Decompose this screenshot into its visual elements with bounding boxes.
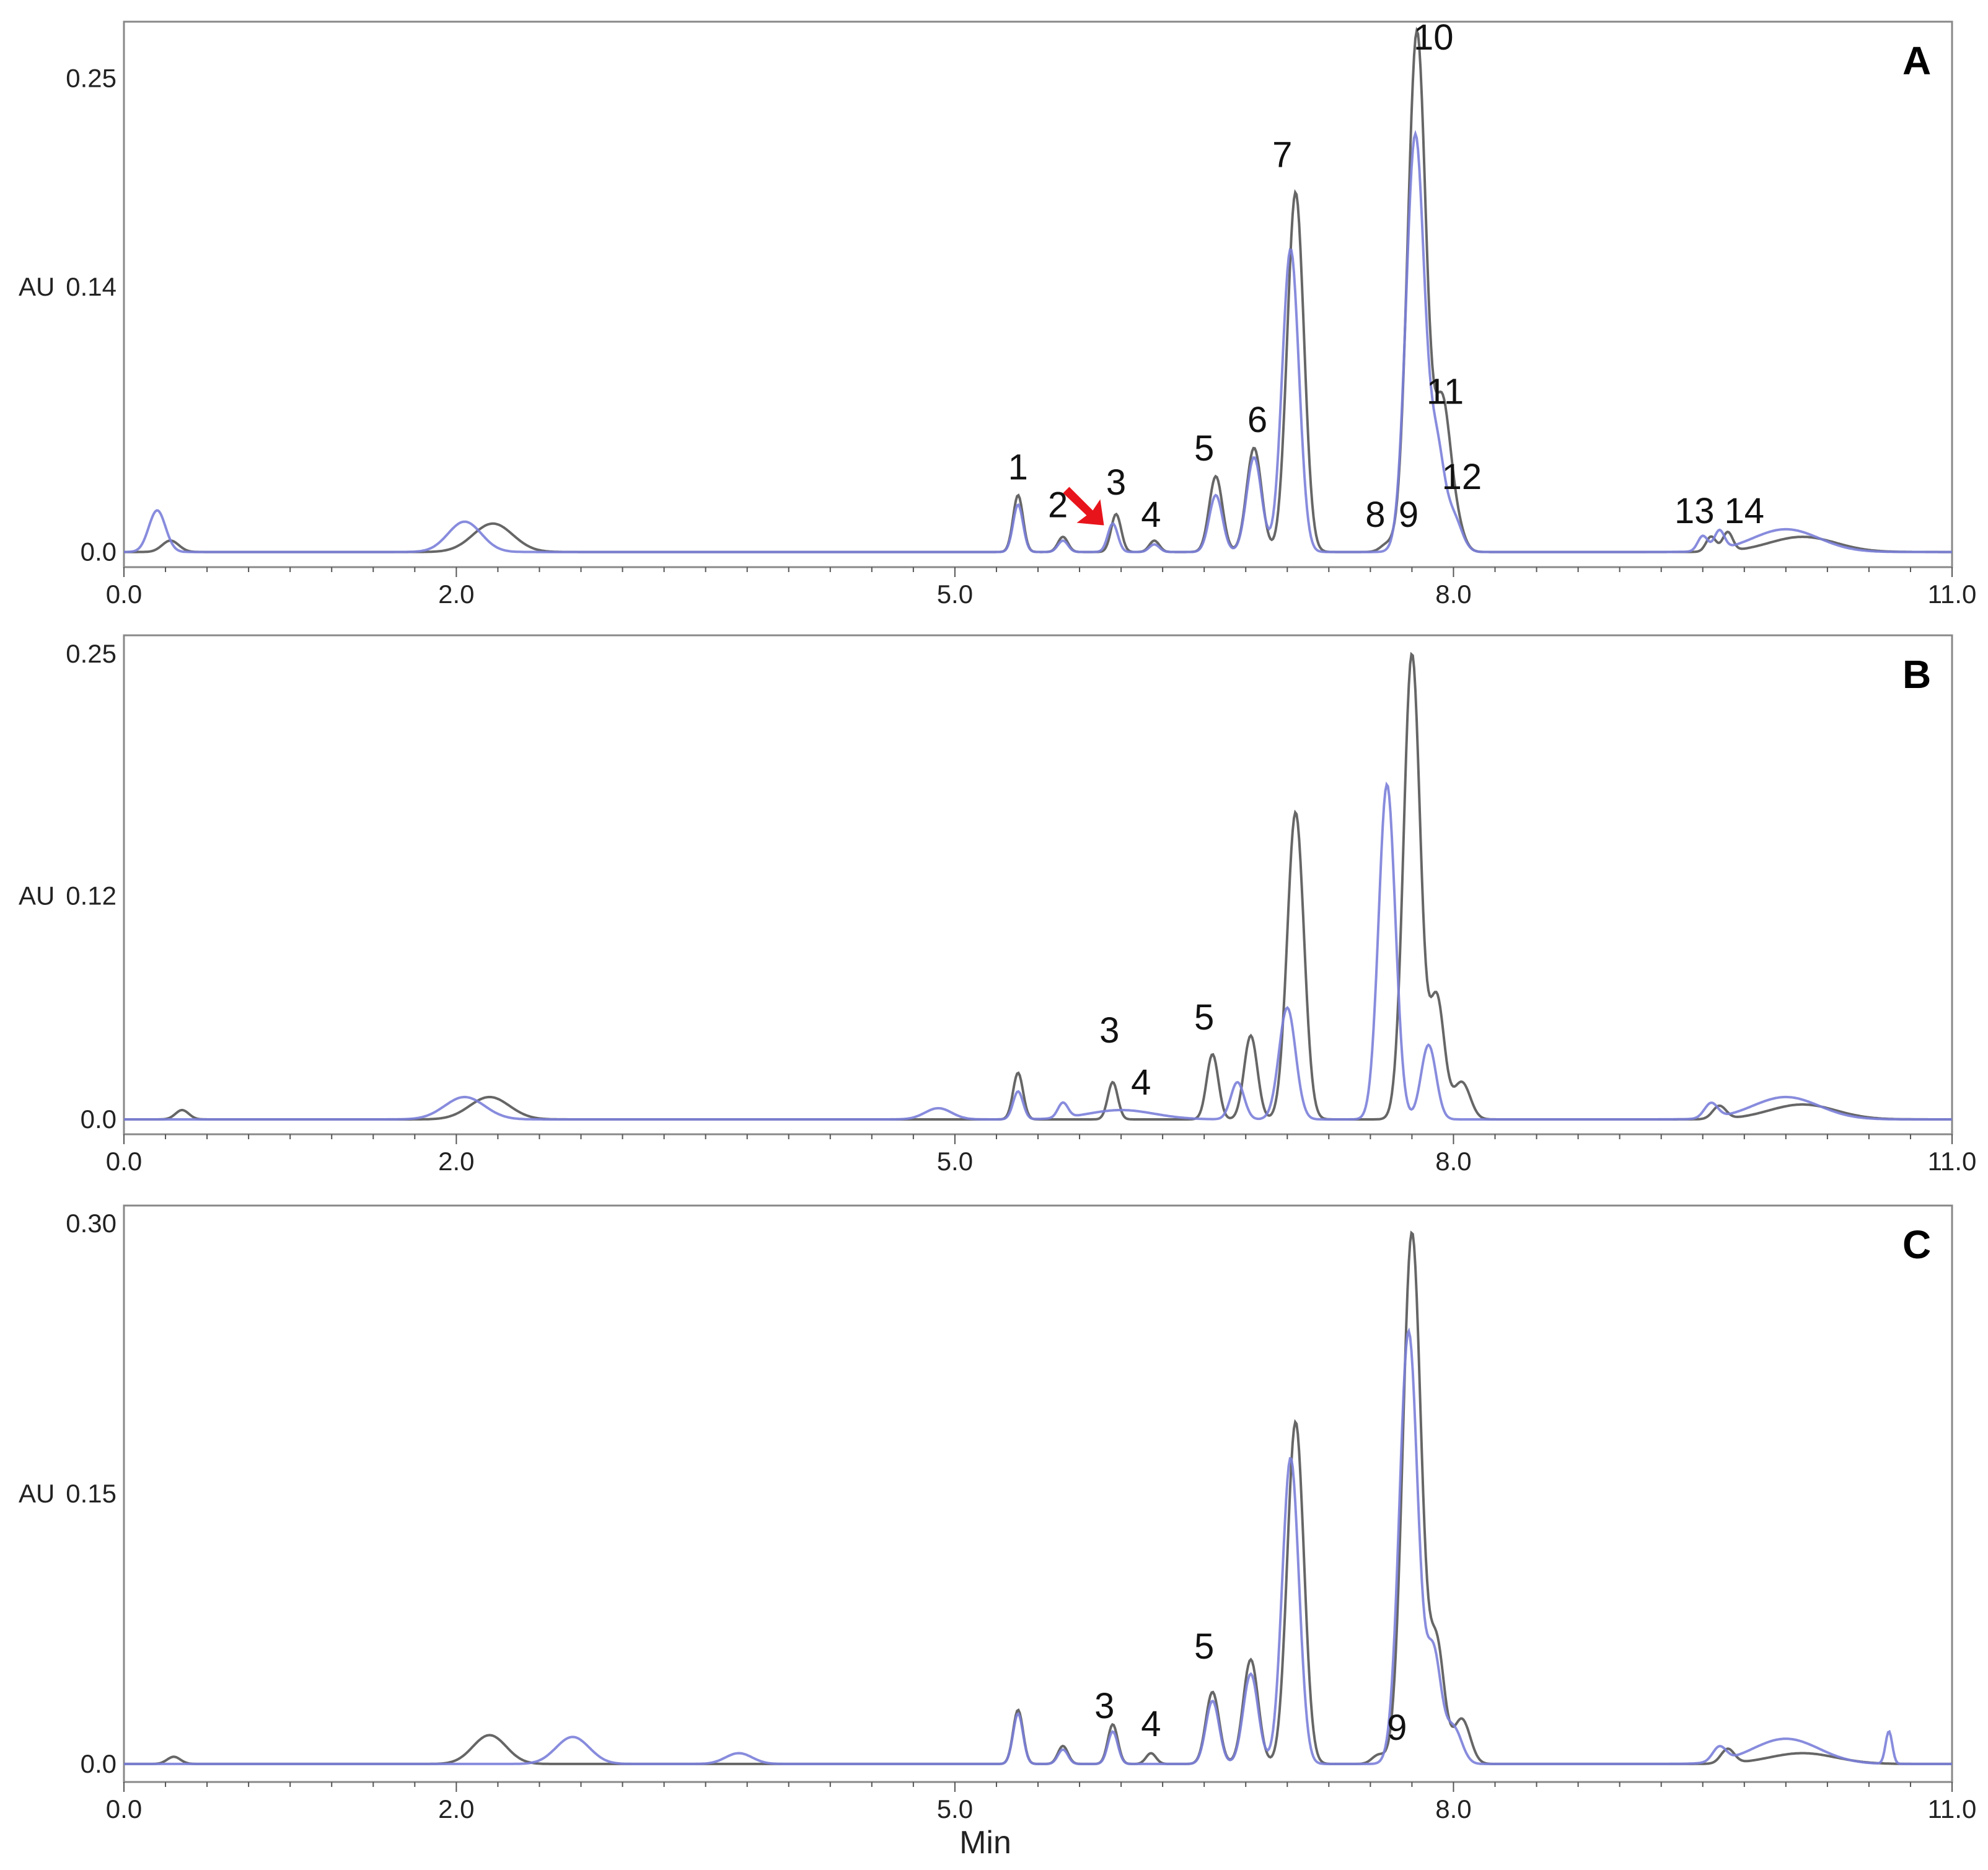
peak-label: 3 <box>1099 1010 1119 1051</box>
plot-frame <box>123 634 1953 1136</box>
y-tick-label: 0.0 <box>81 537 117 567</box>
x-tick-label: 11.0 <box>1928 580 1977 609</box>
peak-label: 12 <box>1442 457 1482 497</box>
peak-label: 2 <box>1048 485 1068 526</box>
y-tick-label: 0.0 <box>81 1749 117 1778</box>
y-tick-label: 0.0 <box>81 1105 117 1134</box>
peak-label: 9 <box>1399 495 1418 535</box>
y-axis-label: AU <box>19 1479 55 1508</box>
plot-frame <box>123 1204 1953 1783</box>
y-axis-label: AU <box>19 881 55 911</box>
x-tick-label: 8.0 <box>1435 1147 1471 1176</box>
panel-label: C <box>1902 1222 1931 1267</box>
y-tick-label: 0.15 <box>66 1479 117 1508</box>
peak-label: 4 <box>1141 495 1161 535</box>
x-tick-label: 11.0 <box>1928 1794 1977 1824</box>
y-tick-label: 0.25 <box>66 639 117 668</box>
y-axis-label: AU <box>19 272 55 301</box>
peak-label: 7 <box>1272 135 1292 175</box>
series-line-2 <box>124 1327 1952 1765</box>
x-tick-label: 8.0 <box>1435 580 1471 609</box>
plot-frame <box>123 20 1953 568</box>
x-tick-label: 5.0 <box>937 1147 973 1176</box>
peak-label: 11 <box>1427 371 1464 412</box>
peak-label: 8 <box>1365 495 1385 535</box>
chart-panel-c: 0.0 2.0 5.0 8.0 11.0 0.0 0.15 0.30 AU C 3 45 9 <box>19 1204 1977 1824</box>
series-line-2 <box>124 781 1952 1121</box>
y-tick-label: 0.14 <box>66 272 117 301</box>
x-axis-title: Min <box>959 1825 1011 1861</box>
peak-label: 5 <box>1194 997 1214 1038</box>
series-line-2 <box>124 130 1952 554</box>
peak-label: 5 <box>1194 428 1214 469</box>
series-line-1 <box>124 1230 1952 1765</box>
chart-panel-b: 0.0 2.0 5.0 8.0 11.0 0.0 0.12 0.25 AU B 34 5 <box>19 634 1977 1176</box>
x-tick-label: 2.0 <box>438 580 474 609</box>
x-tick-label: 0.0 <box>106 580 142 609</box>
peak-label: 3 <box>1094 1686 1114 1726</box>
x-tick-label: 8.0 <box>1435 1794 1471 1824</box>
series-line-1 <box>124 651 1952 1121</box>
y-tick-label: 0.25 <box>66 64 117 93</box>
x-tick-label: 0.0 <box>106 1794 142 1824</box>
peak-label: 1 <box>1008 448 1028 488</box>
peak-label: 3 <box>1106 462 1126 503</box>
x-tick-label: 5.0 <box>937 1794 973 1824</box>
x-tick-label: 2.0 <box>438 1794 474 1824</box>
panel-label: B <box>1902 652 1931 697</box>
y-tick-label: 0.12 <box>66 881 117 911</box>
red-arrow-icon <box>1063 487 1104 526</box>
peak-label: 14 <box>1725 491 1765 531</box>
peak-label: 6 <box>1247 400 1267 440</box>
x-tick-label: 0.0 <box>106 1147 142 1176</box>
peak-label: 4 <box>1131 1062 1151 1103</box>
peak-label: 13 <box>1674 491 1715 531</box>
x-tick-label: 2.0 <box>438 1147 474 1176</box>
peak-label: 5 <box>1194 1626 1214 1667</box>
series-line-1 <box>124 26 1952 554</box>
panel-label: A <box>1902 38 1931 83</box>
peak-label: 10 <box>1414 17 1454 58</box>
x-tick-label: 11.0 <box>1928 1147 1977 1176</box>
peak-label: 4 <box>1141 1704 1161 1744</box>
y-tick-label: 0.30 <box>66 1209 117 1238</box>
x-tick-label: 5.0 <box>937 580 973 609</box>
peak-label: 9 <box>1387 1708 1407 1748</box>
